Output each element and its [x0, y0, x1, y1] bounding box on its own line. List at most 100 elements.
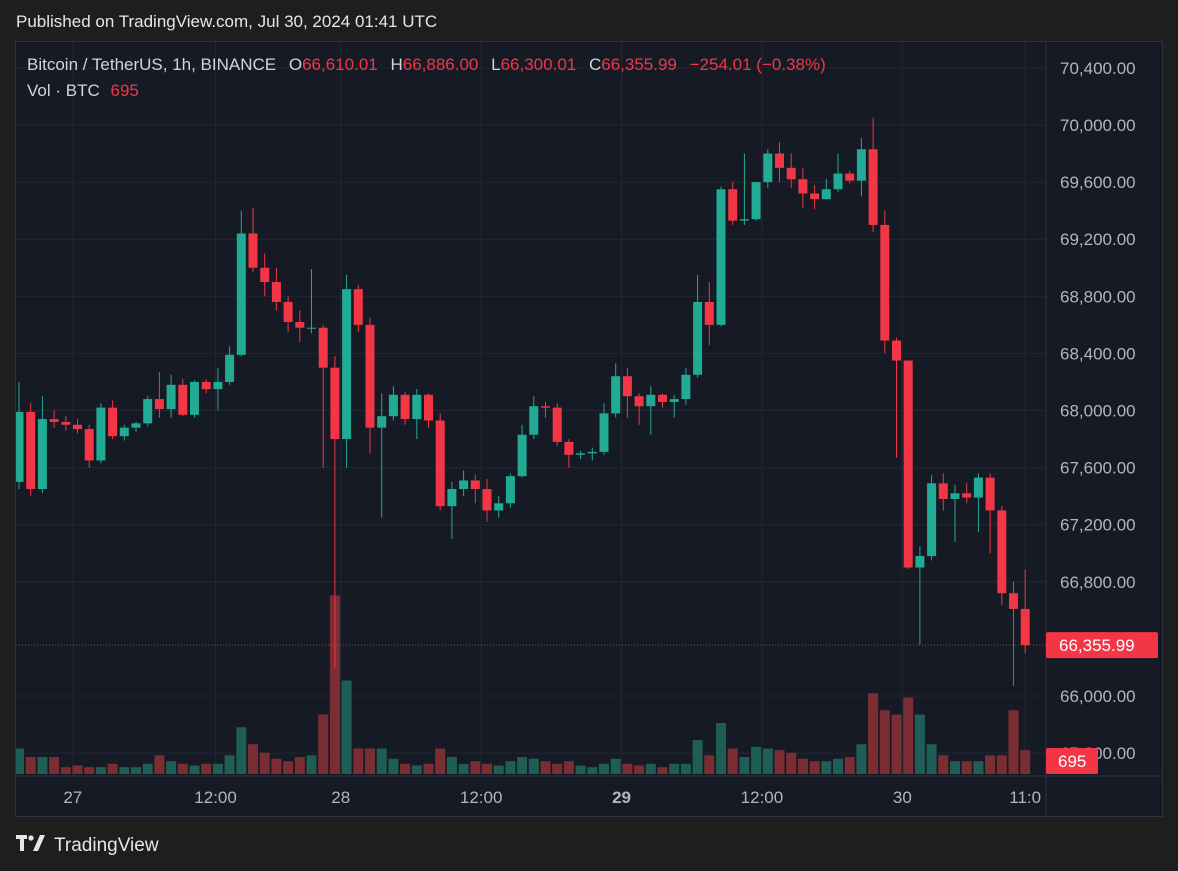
candle-body [388, 394, 398, 417]
candle-body [821, 189, 831, 200]
volume-bar [400, 763, 411, 774]
candle-body [541, 406, 550, 408]
volume-bar [119, 767, 130, 774]
candle-body [997, 510, 1007, 594]
volume-bar [95, 767, 106, 774]
open-label: O [288, 55, 303, 74]
y-tick-label: 70,400.00 [1060, 59, 1136, 78]
candle-body [271, 282, 281, 303]
volume-bar [833, 758, 843, 774]
volume-value: 695 [110, 81, 139, 100]
high-value: 66,886.00 [402, 55, 479, 74]
volume-bar [306, 755, 317, 774]
volume-bar [25, 757, 36, 774]
candle-body [154, 399, 164, 410]
candle-body [295, 321, 305, 328]
volume-bar [797, 758, 808, 774]
volume-bar [435, 748, 446, 774]
low-label: L [491, 55, 501, 74]
volume-bar [294, 757, 305, 774]
volume-bar [16, 748, 24, 774]
candle-body [751, 182, 761, 220]
volume-bar [517, 757, 528, 774]
last-volume-label: 695 [1058, 752, 1086, 771]
candle-body [119, 427, 129, 437]
candle-body [950, 493, 960, 500]
volume-bar [376, 748, 387, 774]
volume-bar [388, 758, 399, 774]
close-value: 66,355.99 [601, 55, 677, 74]
volume-bar [751, 746, 762, 774]
y-tick-label: 67,200.00 [1060, 516, 1136, 535]
volume-bar [353, 748, 364, 774]
change-value: −254.01 (−0.38%) [689, 55, 826, 74]
volume-bar [610, 758, 621, 774]
volume-bar [926, 744, 937, 774]
candle-body [892, 340, 901, 361]
candle-body [658, 394, 667, 402]
volume-bar [458, 763, 469, 774]
volume-bar [996, 755, 1007, 774]
candle-body [634, 396, 644, 407]
price-chart[interactable]: 70,400.00 70,000.00 69,600.00 69,200.00 68,8… [16, 42, 1162, 816]
candle-body [529, 406, 539, 435]
volume-bar [680, 763, 691, 774]
volume-bar [341, 680, 352, 774]
candle-body [494, 503, 504, 511]
volume-bar [727, 748, 738, 774]
candle-body [985, 477, 995, 511]
volume-bar [868, 693, 879, 774]
candle-body [599, 413, 609, 452]
x-tick-label: 29 [612, 788, 631, 807]
candle-body [16, 411, 24, 482]
volume-bar [482, 763, 492, 774]
chart-panel[interactable]: 70,400.00 70,000.00 69,600.00 69,200.00 68,8… [15, 41, 1163, 817]
candle-body [564, 441, 574, 455]
volume-bar [154, 755, 165, 774]
volume-bar [914, 714, 925, 774]
volume-bar [950, 761, 960, 774]
volume-bar [844, 757, 855, 774]
volume-bar [493, 765, 504, 774]
candle-body [938, 483, 948, 500]
volume-label[interactable]: Vol · BTC [27, 81, 100, 100]
footer-brand[interactable]: TradingView [16, 834, 159, 857]
candle-body [213, 381, 223, 390]
volume-bar [365, 748, 375, 774]
candle-body [775, 153, 784, 168]
candle-body [190, 381, 199, 415]
volume-bar [891, 714, 902, 774]
volume-bar [599, 763, 609, 774]
candle-body [716, 189, 726, 325]
volume-legend: Vol · BTC 695 [27, 81, 139, 101]
x-tick-label: 12:00 [460, 788, 503, 807]
candle-body [166, 384, 176, 410]
volume-bar [224, 755, 235, 774]
volume-bar [177, 763, 188, 774]
volume-bar [411, 765, 422, 774]
y-tick-label: 66,000.00 [1060, 687, 1136, 706]
last-volume-tag [1046, 748, 1098, 774]
last-price-label: 66,355.99 [1059, 636, 1135, 655]
volume-bar [879, 710, 890, 774]
volume-bar [107, 763, 118, 774]
volume-bar [72, 765, 83, 774]
symbol-label[interactable]: Bitcoin / TetherUS, 1h, BINANCE [27, 55, 277, 74]
candle-body [833, 173, 843, 190]
candle-body [482, 489, 492, 511]
candle-body [845, 173, 855, 181]
volume-bar [634, 765, 645, 774]
volume-bar [505, 761, 516, 774]
candle-body [856, 149, 866, 181]
candle-body [505, 476, 515, 504]
x-tick-label: 12:00 [741, 788, 784, 807]
y-tick-label: 70,000.00 [1060, 116, 1136, 135]
volume-bar [587, 767, 598, 774]
high-label: H [390, 55, 403, 74]
candle-body [377, 416, 387, 428]
candle-body [225, 354, 235, 382]
volume-bar [645, 763, 656, 774]
volume-bar [49, 757, 60, 774]
candle-body [868, 149, 878, 225]
volume-bar [809, 761, 820, 774]
